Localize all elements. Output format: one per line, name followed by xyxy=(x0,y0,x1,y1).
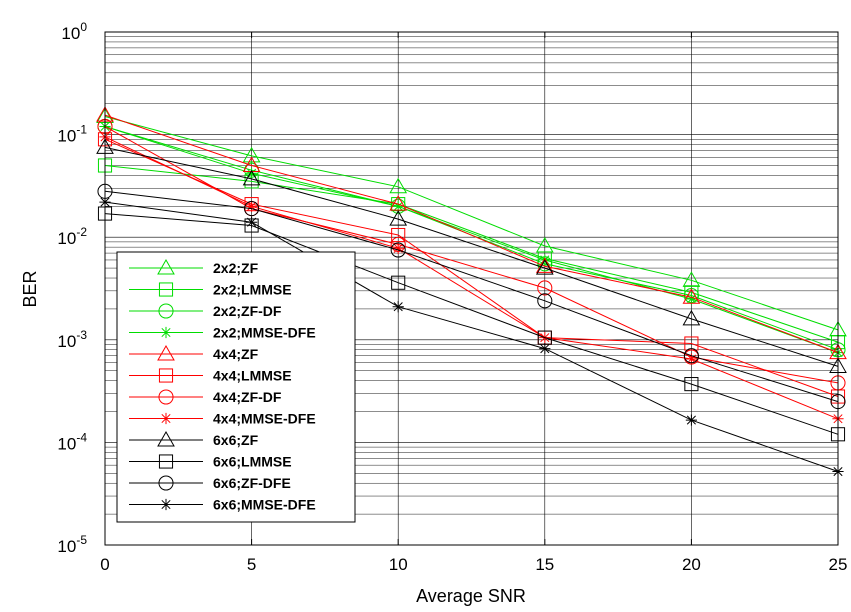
star-marker xyxy=(393,301,404,312)
star-marker xyxy=(160,413,171,424)
legend-label: 2x2;LMMSE xyxy=(213,282,292,298)
y-tick-exponent: 0 xyxy=(80,20,87,34)
x-tick-label: 0 xyxy=(100,555,109,574)
star-marker xyxy=(246,217,257,228)
y-tick-base: 10 xyxy=(57,537,76,556)
y-tick-exponent: -3 xyxy=(76,328,87,342)
x-tick-label: 20 xyxy=(682,555,701,574)
star-marker xyxy=(686,414,697,425)
legend: 2x2;ZF 2x2;LMMSE 2x2;ZF-DF 2x2;MMSE-DFE 4x4;… xyxy=(117,252,355,522)
x-axis-label: Average SNR xyxy=(416,586,526,606)
star-marker xyxy=(160,499,171,510)
legend-label: 2x2;ZF-DF xyxy=(213,303,282,319)
x-tick-label: 25 xyxy=(829,555,848,574)
x-tick-label: 10 xyxy=(389,555,408,574)
x-tick-label: 15 xyxy=(535,555,554,574)
y-tick-base: 10 xyxy=(57,229,76,248)
legend-label: 6x6;MMSE-DFE xyxy=(213,497,316,513)
y-tick-exponent: -4 xyxy=(76,430,87,444)
y-tick-base: 10 xyxy=(61,24,80,43)
legend-label: 6x6;LMMSE xyxy=(213,454,292,470)
legend-label: 2x2;MMSE-DFE xyxy=(213,325,316,341)
x-tick-label: 5 xyxy=(247,555,256,574)
legend-label: 4x4;MMSE-DFE xyxy=(213,411,316,427)
star-marker xyxy=(539,343,550,354)
y-tick-base: 10 xyxy=(57,127,76,146)
legend-label: 4x4;LMMSE xyxy=(213,368,292,384)
legend-label: 4x4;ZF-DF xyxy=(213,389,282,405)
legend-label: 2x2;ZF xyxy=(213,260,259,276)
legend-label: 4x4;ZF xyxy=(213,346,259,362)
star-marker xyxy=(160,327,171,338)
y-axis-label: BER xyxy=(20,270,40,307)
y-tick-exponent: -2 xyxy=(76,225,87,239)
y-tick-exponent: -1 xyxy=(76,123,87,137)
legend-label: 6x6;ZF xyxy=(213,432,259,448)
legend-label: 6x6;ZF-DFE xyxy=(213,475,291,491)
y-tick-exponent: -5 xyxy=(76,533,87,547)
y-tick-base: 10 xyxy=(57,332,76,351)
y-tick-base: 10 xyxy=(57,434,76,453)
